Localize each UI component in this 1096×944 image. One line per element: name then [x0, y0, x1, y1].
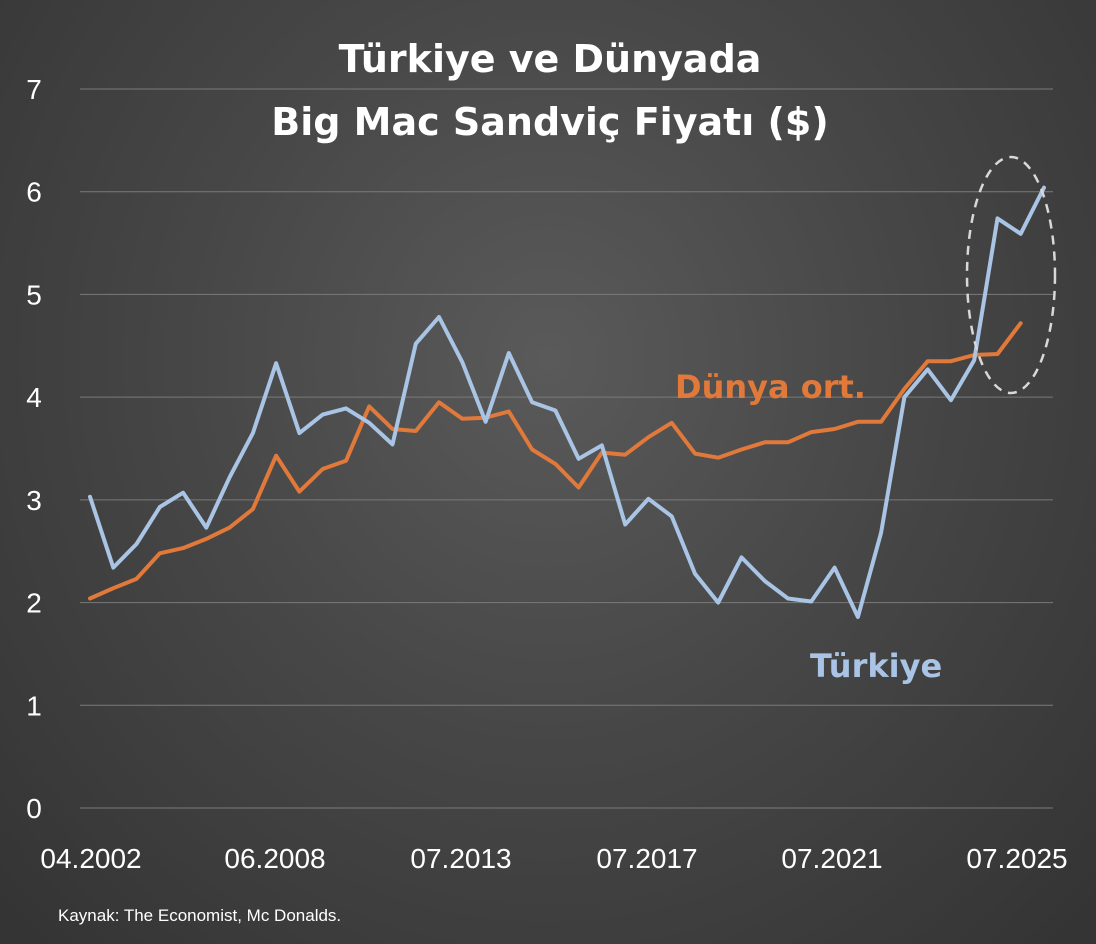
y-axis-ticks: 0 1 2 3 4 5 6 7 — [26, 74, 42, 824]
x-tick-label: 07.2017 — [596, 843, 697, 874]
x-tick-label: 06.2008 — [224, 843, 325, 874]
x-tick-label: 04.2002 — [40, 843, 141, 874]
chart-title-line-2: Big Mac Sandviç Fiyatı ($) — [271, 100, 828, 144]
series-line-turkiye — [88, 185, 1046, 619]
y-tick-label: 5 — [26, 279, 42, 310]
y-tick-label: 3 — [26, 485, 42, 516]
x-axis-ticks: 04.2002 06.2008 07.2013 07.2017 07.2021 07.20… — [40, 843, 1067, 874]
x-tick-label: 07.2013 — [410, 843, 511, 874]
series-lines — [88, 185, 1046, 619]
series-label-dunya: Dünya ort. — [675, 368, 866, 406]
gridlines — [80, 88, 1053, 809]
y-tick-label: 2 — [26, 588, 42, 619]
series-label-turkiye: Türkiye — [810, 647, 942, 685]
source-note: Kaynak: The Economist, Mc Donalds. — [58, 906, 341, 925]
x-tick-label: 07.2025 — [966, 843, 1067, 874]
y-tick-label: 7 — [26, 74, 42, 105]
x-tick-label: 07.2021 — [781, 843, 882, 874]
y-tick-label: 1 — [26, 690, 42, 721]
y-tick-label: 4 — [26, 382, 42, 413]
series-line-dunya — [88, 321, 1023, 601]
y-tick-label: 6 — [26, 177, 42, 208]
highlight-dashed-ellipse — [965, 155, 1057, 395]
y-tick-label: 0 — [26, 793, 42, 824]
chart-title-line-1: Türkiye ve Dünyada — [339, 37, 762, 81]
